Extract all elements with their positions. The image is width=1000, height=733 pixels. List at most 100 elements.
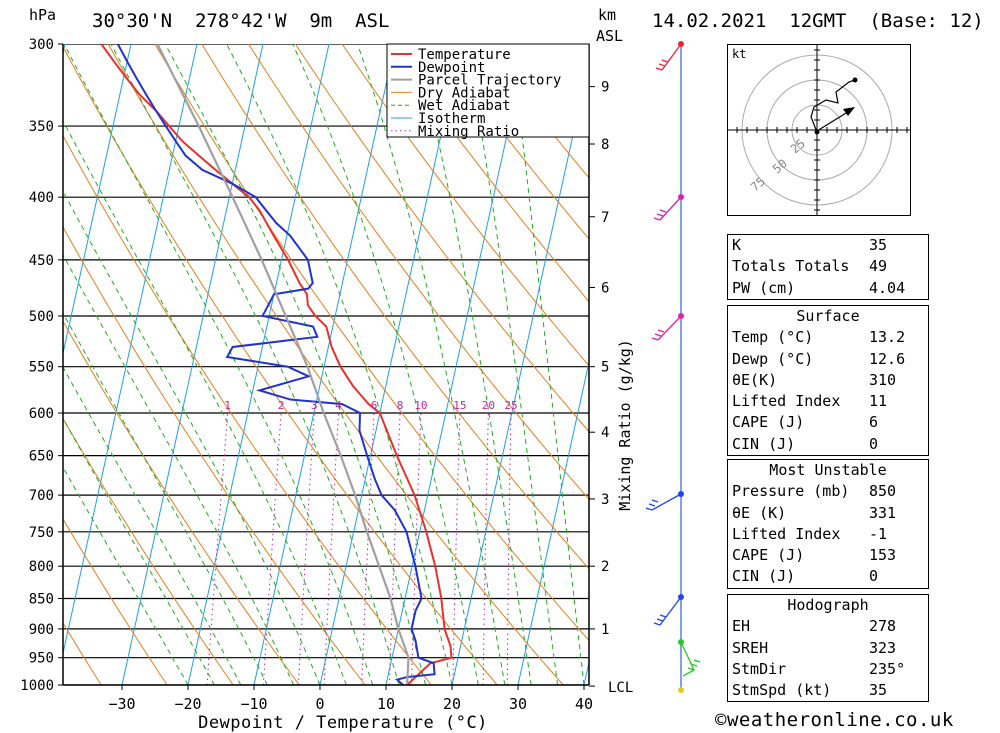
wind-barb-flag bbox=[661, 59, 669, 63]
km-tick-label: 5 bbox=[601, 360, 609, 376]
most-unstable-title: Most Unstable bbox=[769, 461, 887, 479]
wind-barb-flag bbox=[658, 63, 666, 67]
surface-row: CAPE (J) 6 bbox=[728, 412, 928, 433]
storm-motion-vector bbox=[816, 109, 852, 132]
surface-row: θE(K) 310 bbox=[728, 370, 928, 391]
wind-barb-flag bbox=[648, 503, 656, 507]
temp-tick-label: 20 bbox=[443, 695, 461, 713]
dry-adiabat-line bbox=[248, 44, 589, 501]
km-tick-label: 2 bbox=[601, 559, 609, 575]
mixing-ratio-label: 3 bbox=[311, 399, 318, 412]
km-unit: km bbox=[598, 6, 617, 24]
mixing-ratio-line bbox=[506, 413, 512, 685]
hodograph-end-marker bbox=[852, 77, 858, 83]
mixing-ratio-line bbox=[452, 413, 461, 685]
dewpoint-line bbox=[116, 44, 436, 685]
dry-adiabat-line bbox=[294, 44, 589, 433]
mixing-ratio-label: 8 bbox=[397, 399, 404, 412]
most-unstable-value: 331 bbox=[869, 503, 897, 522]
copyright-link[interactable]: ©weatheronline.co.uk bbox=[715, 709, 954, 731]
km-tick-label: 6 bbox=[601, 281, 609, 297]
km-tick-label: 7 bbox=[601, 210, 609, 226]
hodograph-param-value: 278 bbox=[869, 617, 897, 636]
surface-value: 6 bbox=[869, 413, 879, 432]
wet-adiabat-line bbox=[226, 44, 453, 685]
wind-barb-flag bbox=[653, 622, 661, 626]
temp-tick-label: −10 bbox=[240, 695, 267, 713]
surface-label: CAPE (J) bbox=[732, 413, 805, 432]
legend-item: Parcel Trajectory bbox=[418, 73, 561, 89]
isotherm-line bbox=[121, 44, 264, 685]
index-label: PW (cm) bbox=[732, 278, 796, 297]
temperature-line bbox=[100, 44, 453, 685]
mixing-ratio-label: 20 bbox=[482, 399, 495, 412]
surface-value: 13.2 bbox=[869, 328, 906, 347]
asl-unit: ASL bbox=[596, 27, 624, 45]
mixing-ratio-label: 4 bbox=[335, 399, 342, 412]
wind-barb-flag bbox=[656, 213, 664, 217]
legend-item: Wet Adiabat bbox=[418, 98, 511, 114]
wet-adiabat-line bbox=[357, 44, 506, 685]
index-label: Totals Totals bbox=[732, 257, 850, 276]
most-unstable-label: θE (K) bbox=[732, 503, 787, 522]
indices-table: K 35 Totals Totals 49 PW (cm) 4.04 bbox=[727, 234, 929, 300]
pressure-tick-label: 750 bbox=[29, 525, 54, 541]
surface-title: Surface bbox=[796, 307, 860, 325]
hodograph-param-row: StmSpd (kt) 35 bbox=[728, 680, 928, 701]
pressure-tick-label: 450 bbox=[29, 253, 54, 269]
surface-row: Temp (°C) 13.2 bbox=[728, 327, 928, 348]
index-value: 4.04 bbox=[869, 278, 906, 297]
mixing-ratio-line bbox=[206, 412, 229, 685]
most-unstable-value: -1 bbox=[869, 524, 888, 543]
most-unstable-label: CIN (J) bbox=[732, 567, 796, 586]
wet-adiabat-line bbox=[63, 44, 374, 685]
mixing-ratio-axis-label: Mixing Ratio (g/kg) bbox=[616, 339, 634, 511]
lcl-label: LCL bbox=[608, 680, 633, 696]
index-label: K bbox=[732, 236, 742, 254]
wind-barb-flag bbox=[690, 663, 698, 667]
wet-adiabat-line bbox=[63, 190, 321, 685]
isotherm-line bbox=[63, 44, 198, 656]
km-tick-label: 3 bbox=[601, 492, 609, 508]
mixing-ratio-label: 6 bbox=[371, 399, 378, 412]
pressure-tick-label: 1000 bbox=[20, 678, 54, 694]
hodograph-param-row: StmDir 235° bbox=[728, 659, 928, 680]
wind-barb bbox=[651, 493, 682, 511]
isotherm-line bbox=[63, 44, 132, 356]
x-axis-label: Dewpoint / Temperature (°C) bbox=[198, 713, 488, 733]
hodograph-param-row: SREH 323 bbox=[728, 638, 928, 659]
mixing-ratio-line bbox=[297, 413, 315, 685]
wind-barb-flag bbox=[653, 217, 661, 221]
temp-tick-label: −30 bbox=[108, 695, 135, 713]
legend-item: Isotherm bbox=[418, 111, 485, 127]
hodograph-param-label: StmSpd (kt) bbox=[732, 681, 832, 700]
dry-adiabat-line bbox=[63, 320, 300, 685]
parcel-trajectory-line bbox=[156, 44, 410, 685]
mixing-ratio-line bbox=[482, 413, 489, 685]
most-unstable-label: Pressure (mb) bbox=[732, 482, 850, 501]
surface-label: CIN (J) bbox=[732, 434, 796, 453]
mixing-ratio-line bbox=[262, 412, 282, 685]
pressure-tick-label: 800 bbox=[29, 559, 54, 575]
legend-box bbox=[386, 43, 590, 138]
dry-adiabat-line bbox=[63, 518, 168, 685]
mixing-ratio-label: 1 bbox=[224, 399, 231, 412]
hodograph-param-value: 235° bbox=[869, 659, 906, 678]
isotherm-line bbox=[253, 44, 396, 685]
wind-barb-flag bbox=[654, 333, 662, 337]
hodograph-param-label: EH bbox=[732, 617, 751, 636]
wet-adiabat-line bbox=[164, 44, 427, 685]
most-unstable-row: Pressure (mb) 850 bbox=[728, 481, 928, 502]
wind-barb-flag bbox=[655, 67, 663, 71]
index-row: PW (cm) 4.04 bbox=[728, 278, 928, 299]
wet-adiabat-line bbox=[63, 312, 268, 685]
pressure-tick-label: 700 bbox=[29, 488, 54, 504]
most-unstable-label: CAPE (J) bbox=[732, 546, 805, 565]
index-row: Totals Totals 49 bbox=[728, 256, 928, 277]
legend-item: Dewpoint bbox=[418, 60, 485, 76]
most-unstable-value: 850 bbox=[869, 482, 897, 501]
wind-barb-flag bbox=[657, 329, 665, 333]
surface-row: CIN (J) 0 bbox=[728, 434, 928, 455]
pressure-tick-label: 300 bbox=[29, 37, 54, 53]
